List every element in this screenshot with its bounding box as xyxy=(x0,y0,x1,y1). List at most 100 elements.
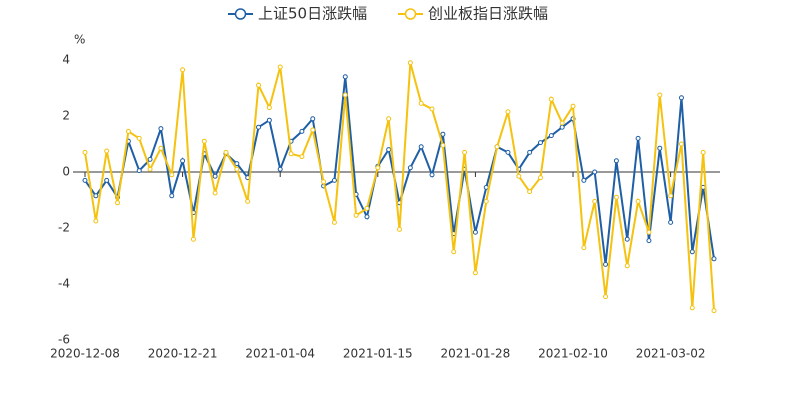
data-point xyxy=(440,131,446,137)
data-point xyxy=(429,172,435,178)
data-point xyxy=(212,173,218,179)
data-point xyxy=(234,166,240,172)
data-point xyxy=(321,179,327,185)
data-point xyxy=(624,236,630,242)
data-point xyxy=(299,154,305,160)
legend-marker xyxy=(404,8,417,20)
data-point xyxy=(603,261,609,267)
data-point xyxy=(668,219,674,225)
data-point xyxy=(256,82,262,88)
data-point xyxy=(657,145,663,151)
data-point xyxy=(375,165,381,171)
data-point xyxy=(364,214,370,220)
y-tick-label: 0 xyxy=(62,165,70,179)
data-point xyxy=(407,60,413,66)
legend: 上证50日涨跌幅 创业板指日涨跌幅 xyxy=(228,5,548,23)
data-point xyxy=(82,149,88,155)
y-tick-label: -6 xyxy=(58,333,70,347)
data-point xyxy=(418,100,424,106)
data-point xyxy=(342,74,348,80)
y-tick-label: -2 xyxy=(58,221,70,235)
data-point xyxy=(581,177,587,183)
data-point xyxy=(548,133,554,139)
data-point xyxy=(277,64,283,70)
data-point xyxy=(180,158,186,164)
data-point xyxy=(331,177,337,183)
x-tick-label: 2021-02-10 xyxy=(538,347,608,361)
data-point xyxy=(256,124,262,130)
data-point xyxy=(386,147,392,153)
data-point xyxy=(505,149,511,155)
data-point xyxy=(678,141,684,147)
data-point xyxy=(277,166,283,172)
data-point xyxy=(527,149,533,155)
y-axis-unit: % xyxy=(74,33,85,47)
data-point xyxy=(559,120,565,126)
data-point xyxy=(147,156,153,162)
data-point xyxy=(624,263,630,269)
data-point xyxy=(646,229,652,235)
data-point xyxy=(689,305,695,311)
data-point xyxy=(570,103,576,109)
data-point xyxy=(494,144,500,150)
data-point xyxy=(646,238,652,244)
data-point xyxy=(668,193,674,199)
data-point xyxy=(592,198,598,204)
data-point xyxy=(613,194,619,200)
data-point xyxy=(310,127,316,133)
data-point xyxy=(104,148,110,154)
data-point xyxy=(115,200,121,206)
data-point xyxy=(440,142,446,148)
data-point xyxy=(472,229,478,235)
data-point xyxy=(657,92,663,98)
data-point xyxy=(429,106,435,112)
data-point xyxy=(104,177,110,183)
data-point xyxy=(342,92,348,98)
data-point xyxy=(483,184,489,190)
x-tick-label: 2021-03-02 xyxy=(636,347,706,361)
data-point xyxy=(635,198,641,204)
data-point xyxy=(234,161,240,167)
data-point xyxy=(505,109,511,115)
data-point xyxy=(364,205,370,211)
data-point xyxy=(711,256,717,262)
data-point xyxy=(581,245,587,251)
data-point xyxy=(180,67,186,73)
data-point xyxy=(592,169,598,175)
data-point xyxy=(386,116,392,122)
data-point xyxy=(223,149,229,155)
data-point xyxy=(418,144,424,150)
data-point xyxy=(462,149,468,155)
y-tick-label: 4 xyxy=(62,53,70,67)
data-point xyxy=(136,168,142,174)
data-point xyxy=(678,95,684,101)
data-point xyxy=(201,138,207,144)
data-point xyxy=(299,128,305,134)
legend-marker xyxy=(234,8,247,20)
data-point xyxy=(82,177,88,183)
x-tick-label: 2021-01-28 xyxy=(441,347,511,361)
data-point xyxy=(245,198,251,204)
data-point xyxy=(212,190,218,196)
x-tick-label: 2021-01-04 xyxy=(245,347,315,361)
y-tick-label: -4 xyxy=(58,277,70,291)
data-point xyxy=(689,249,695,255)
data-point xyxy=(158,126,164,132)
data-point xyxy=(147,166,153,172)
data-point xyxy=(93,218,99,224)
data-point xyxy=(93,193,99,199)
data-point xyxy=(613,158,619,164)
data-point xyxy=(483,198,489,204)
data-point xyxy=(288,151,294,157)
data-point xyxy=(559,124,565,130)
data-point xyxy=(136,135,142,141)
data-point xyxy=(266,105,272,111)
y-tick-label: 2 xyxy=(62,109,70,123)
data-point xyxy=(711,308,717,314)
data-point xyxy=(603,294,609,300)
x-tick-label: 2021-01-15 xyxy=(343,347,413,361)
data-point xyxy=(700,149,706,155)
x-tick-label: 2020-12-08 xyxy=(50,347,120,361)
